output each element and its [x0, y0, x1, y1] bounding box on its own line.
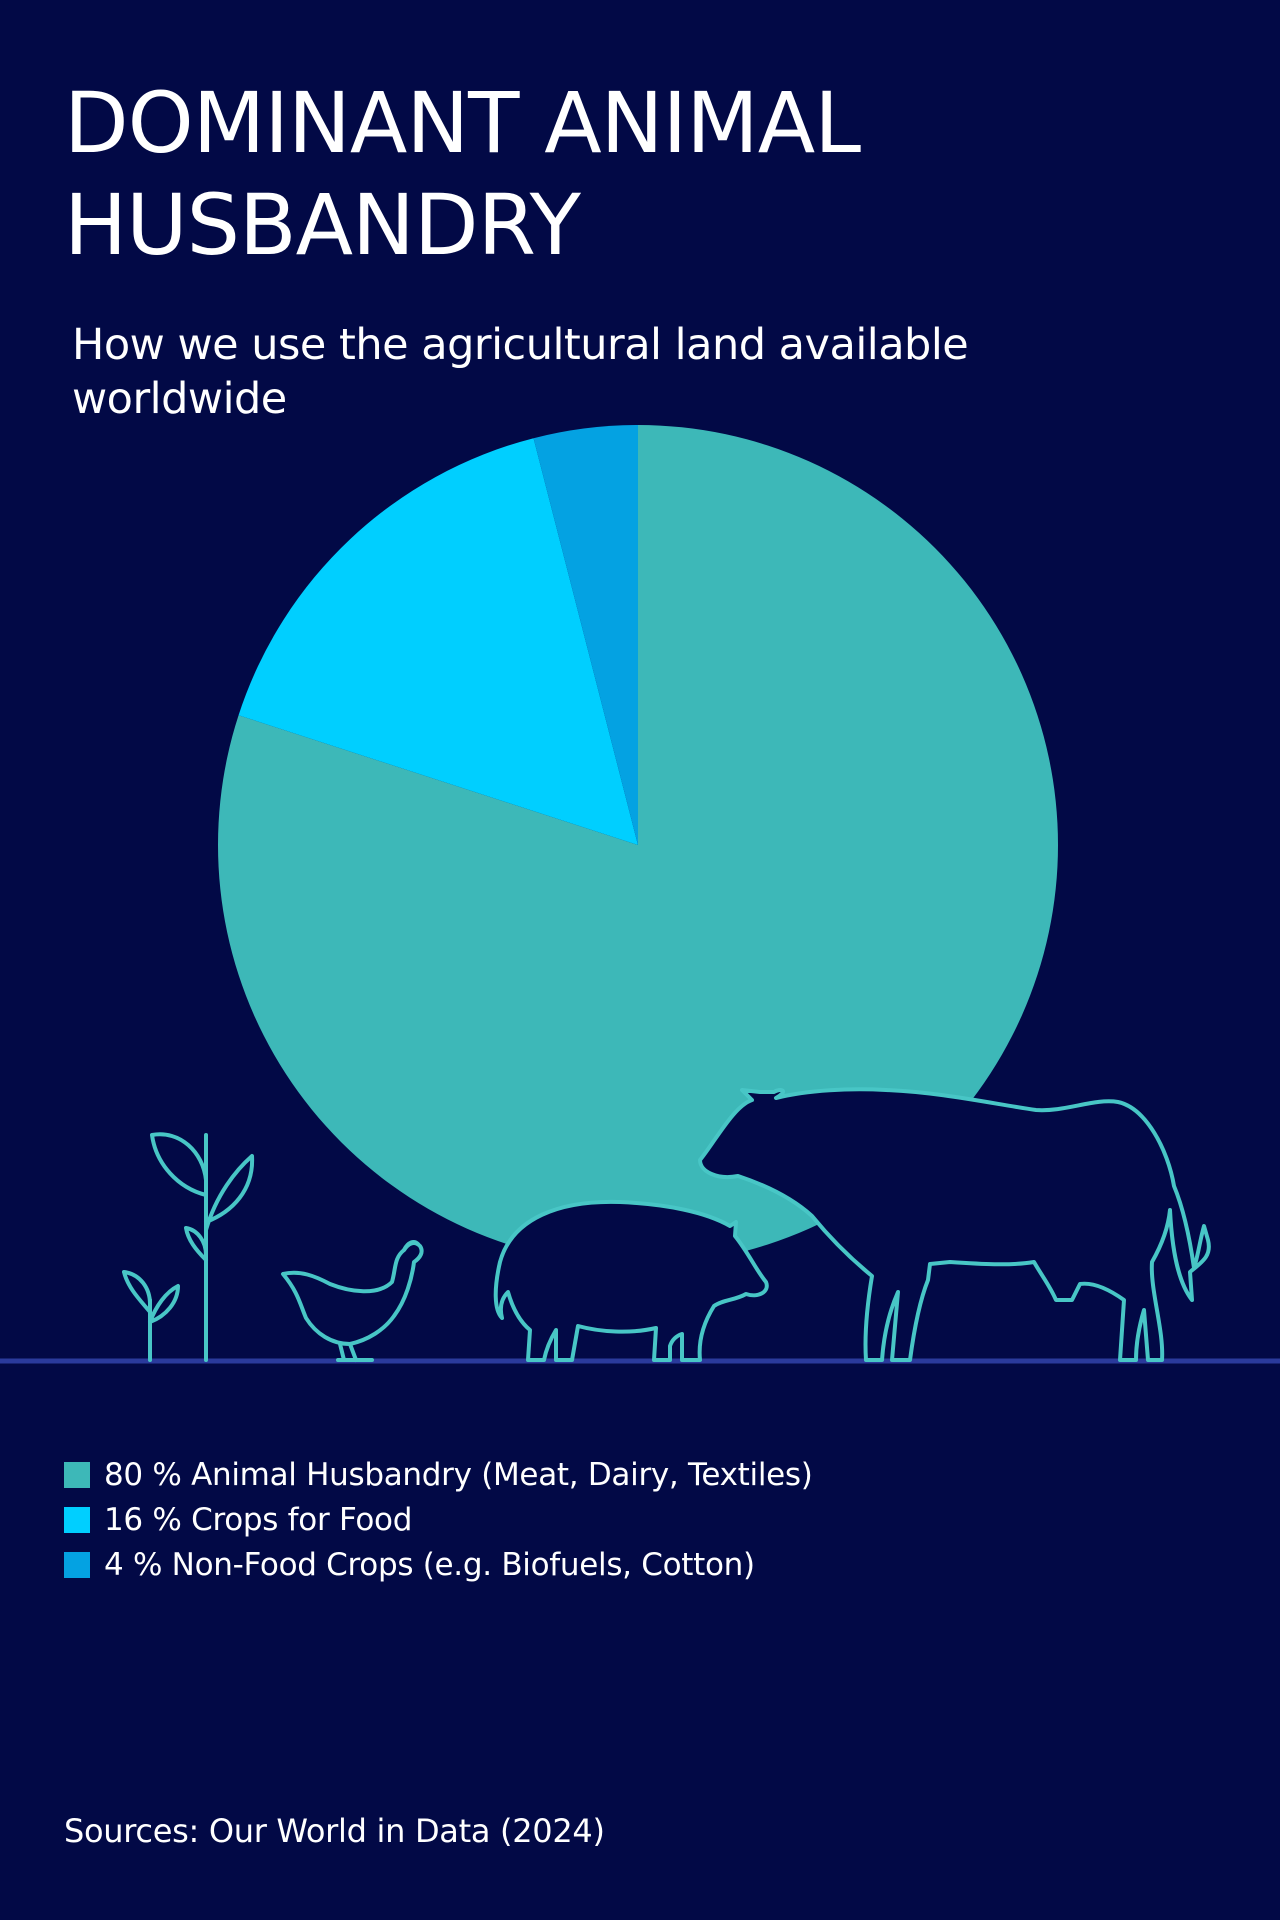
- legend-item-animal-husbandry: 80 % Animal Husbandry (Meat, Dairy, Text…: [64, 1452, 813, 1497]
- legend-item-crops-for-food: 16 % Crops for Food: [64, 1497, 813, 1542]
- legend-label: 80 % Animal Husbandry (Meat, Dairy, Text…: [104, 1456, 813, 1493]
- chicken-icon: [281, 1240, 424, 1362]
- pig-icon: [493, 1199, 769, 1362]
- cow-icon: [698, 1087, 1211, 1362]
- pie-chart: [0, 425, 1280, 1364]
- legend-swatch: [64, 1461, 90, 1488]
- chart-subtitle: How we use the agricultural land availab…: [72, 320, 969, 424]
- source-note: Sources: Our World in Data (2024): [64, 1812, 605, 1850]
- legend-item-non-food-crops: 4 % Non-Food Crops (e.g. Biofuels, Cotto…: [64, 1542, 813, 1587]
- pie-slice-crops-for-food: [238, 438, 638, 845]
- plant-icon: [122, 1132, 255, 1362]
- pie-slices: [218, 425, 1059, 1265]
- pie-slice-animal-husbandry: [218, 425, 1059, 1265]
- legend-swatch: [64, 1551, 90, 1578]
- legend-swatch: [64, 1506, 90, 1533]
- legend-label: 4 % Non-Food Crops (e.g. Biofuels, Cotto…: [104, 1546, 755, 1583]
- chart-title: DOMINANT ANIMAL HUSBANDRY: [64, 74, 861, 274]
- legend-label: 16 % Crops for Food: [104, 1501, 413, 1538]
- chart-legend: 80 % Animal Husbandry (Meat, Dairy, Text…: [64, 1452, 813, 1587]
- pie-slice-non-food-crops: [533, 425, 638, 845]
